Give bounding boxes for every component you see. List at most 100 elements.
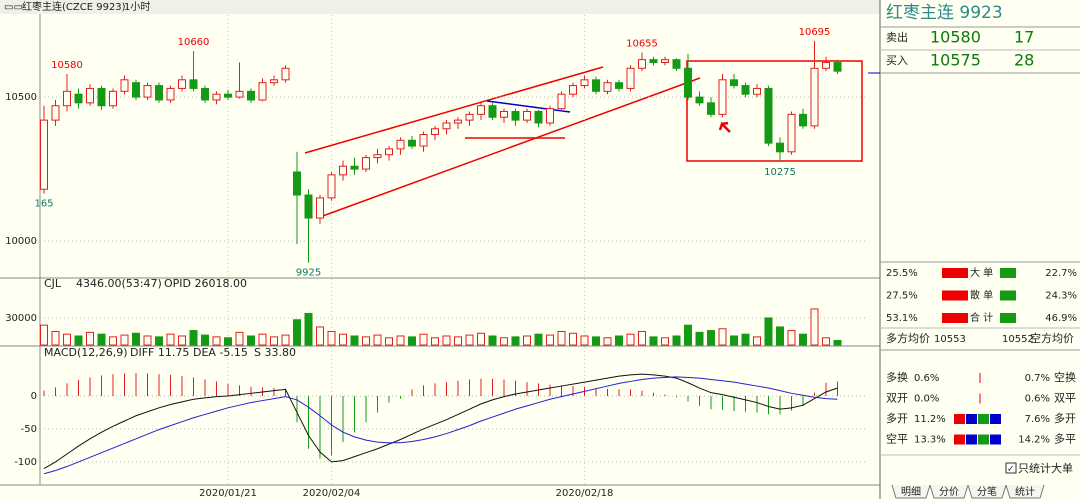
flow-bar [990,414,1001,424]
candle-body [258,82,267,101]
volume-bar [212,336,221,346]
tab-label[interactable]: 统计 [1015,485,1035,498]
volume-bar [776,326,784,346]
candle-body [201,87,209,101]
volume-bar [500,337,508,346]
volume-bar [120,334,129,346]
candle-body [672,59,681,69]
candle-body [626,67,635,89]
candle-body [178,79,186,89]
flow-bar [978,414,989,424]
y-tick-label: 10000 [5,236,37,247]
volume-bar [580,335,589,346]
header-title: 红枣主连(CZCE 9923) [22,0,126,13]
flow-label-right: 多开 [1054,411,1076,425]
candle-body [799,113,807,127]
volume-bar [201,334,209,346]
volume-bar [362,336,370,346]
volume-bar [569,332,577,346]
stat-right: 22.7% [1045,268,1077,279]
volume-bar [281,334,290,346]
volume-bar [109,336,117,346]
flow-left: 11.2% [914,414,946,425]
volume-bar [442,335,451,346]
candle-body [51,105,60,121]
volume-bar [764,317,773,346]
stat-right: 24.3% [1045,291,1077,302]
avg-short-label: 空方均价 [1030,331,1074,345]
candle-body [63,90,71,107]
menu-icon[interactable]: ▭▭ [4,2,23,13]
volume-bar [51,330,60,346]
tab-label[interactable]: 分笔 [977,485,997,498]
candle-body [408,139,416,147]
flow-label-right: 双平 [1054,392,1076,405]
flow-bar [978,434,989,445]
volume-bar [615,335,623,346]
volume-bar [661,337,669,346]
checkbox-label[interactable]: 只统计大单 [1018,461,1073,475]
avg-long-label: 多方均价 [886,331,930,345]
volume-bar [166,333,175,346]
tab[interactable] [967,484,1007,499]
trend-line [304,66,604,154]
macd-diff: DIFF 11.75 [130,346,189,359]
tab-label[interactable]: 明细 [901,485,921,498]
candle-body [695,96,704,104]
volume-bar [97,333,106,346]
volume-bar [189,330,198,346]
candle-body [86,87,94,104]
candle-body [465,113,474,121]
price-annotation: 9925 [296,268,321,279]
candle-body [373,154,382,159]
volume-bar [649,336,658,346]
candle-body [396,139,405,150]
candle-body [603,82,612,92]
candle-body [684,67,692,98]
side-title: 红枣主连 9923 [886,3,1003,23]
candle-body [431,128,439,136]
volume-bar [74,335,83,346]
volume-bar [477,332,485,346]
avg-short: 10552 [1002,334,1034,345]
flow-label-right: 空换 [1054,370,1076,384]
candle-body [362,157,370,170]
volume-bar [339,333,347,346]
volume-bar [787,330,796,346]
candle-body [787,113,796,153]
candle-body [822,62,830,69]
volume-bar [247,335,255,346]
flow-label: 双开 [886,392,908,405]
tab[interactable] [929,484,969,499]
volume-bar [684,324,692,346]
volume-bar [40,324,48,346]
x-tick-label: 2020/02/04 [303,488,361,499]
check-mark: ✓ [1007,465,1015,475]
checkbox[interactable] [1005,462,1017,474]
candle-body [810,67,819,127]
stat-left: 25.5% [886,268,918,279]
volume-bar [396,335,405,346]
candle-body [143,85,152,98]
stat-bar-buy [942,290,968,301]
flow-left: 0.6% [914,373,939,384]
tab[interactable] [1005,484,1045,499]
tab-label[interactable]: 分价 [939,486,959,498]
volume-bar [270,336,278,346]
volume-bar [431,337,439,346]
candle-body [97,87,106,107]
buy-label: 买入 [886,54,908,67]
candle-body [638,59,646,69]
volume-bar [592,336,600,346]
tab[interactable] [891,484,931,499]
candle-body [281,67,290,81]
candle-body [293,171,301,196]
volume-bar [454,336,462,346]
volume-bar [488,335,497,346]
vol-info: 4346.00(53:47) [76,277,162,290]
volume-bar [408,336,416,346]
flow-left: 13.3% [914,435,946,446]
price-annotation: 10275 [764,167,796,178]
period[interactable]: 1小时 [124,1,150,13]
